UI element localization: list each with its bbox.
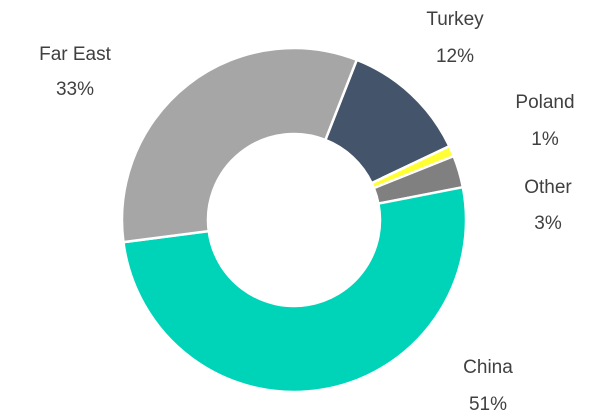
donut-slice (120, 46, 359, 244)
slice-label: China (463, 357, 513, 378)
slice-label: Far East (39, 44, 112, 65)
slice-label: Turkey (426, 9, 484, 30)
slice-label: Other (524, 177, 572, 198)
slice-label: Poland (515, 92, 574, 113)
slice-value-label: 33% (56, 79, 94, 100)
slice-value-label: 12% (436, 46, 474, 67)
slice-value-label: 3% (534, 213, 562, 234)
slice-value-label: 1% (531, 129, 559, 150)
donut-slice (122, 185, 468, 394)
slice-value-label: 51% (469, 394, 507, 415)
